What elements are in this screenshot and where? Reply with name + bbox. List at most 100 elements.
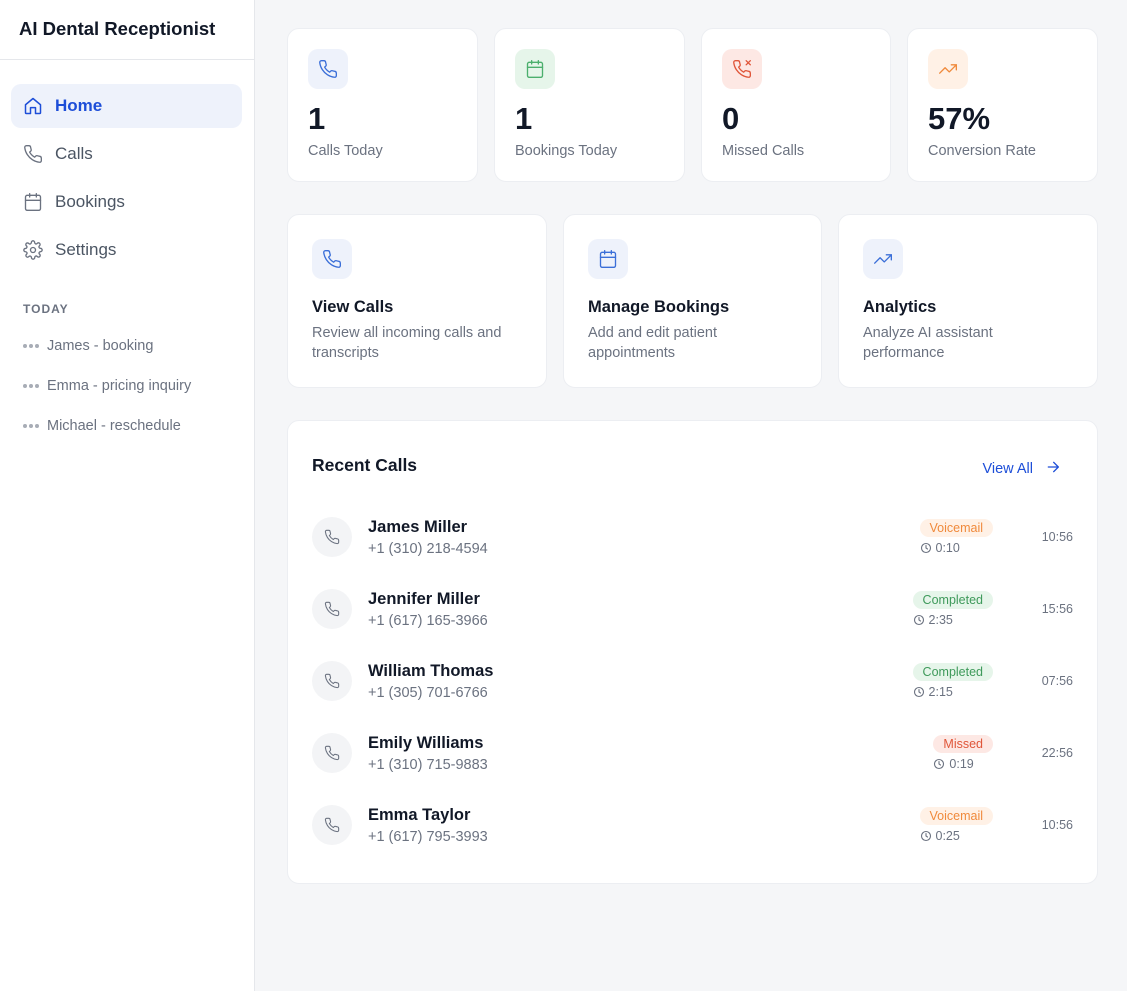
status-badge: Voicemail [919, 519, 993, 537]
recent-calls-panel: Recent Calls View All James Miller +1 (3… [287, 420, 1098, 884]
stat-label: Conversion Rate [928, 143, 1036, 159]
phone-icon [312, 239, 352, 279]
phone-icon [312, 733, 352, 773]
sidebar: AI Dental Receptionist Home Calls Bookin… [0, 0, 255, 991]
stat-value: 1 [308, 101, 326, 136]
call-time: 15:56 [1041, 602, 1073, 616]
sidebar-item-settings[interactable]: Settings [11, 228, 242, 272]
duration-value: 2:35 [928, 613, 953, 627]
clock-icon [934, 758, 945, 770]
stat-card-conversion-rate: 57% Conversion Rate [907, 28, 1098, 182]
stat-card-calls-today: 1 Calls Today [287, 28, 478, 182]
caller-phone: +1 (305) 701-6766 [368, 685, 488, 701]
calendar-icon [23, 192, 43, 212]
calendar-icon [515, 49, 555, 89]
phone-icon [312, 805, 352, 845]
action-description: Review all incoming calls and transcript… [312, 325, 502, 361]
call-time: 22:56 [1041, 746, 1073, 760]
section-title-today: TODAY [23, 302, 69, 316]
caller-name: Emily Williams [368, 734, 484, 752]
duration-value: 0:10 [935, 541, 960, 555]
conversation-list: James - booking Emma - pricing inquiry M… [0, 326, 254, 446]
recent-calls-title: Recent Calls [312, 455, 418, 475]
call-duration: 0:19 [933, 757, 974, 771]
more-dots-icon [23, 344, 39, 348]
view-all-label: View All [982, 461, 1033, 477]
call-row[interactable]: James Miller +1 (310) 218-4594 Voicemail… [312, 517, 1073, 577]
action-title: Analytics [863, 298, 937, 316]
caller-name: Emma Taylor [368, 806, 471, 824]
arrow-right-icon [1045, 459, 1061, 479]
duration-value: 0:25 [935, 829, 960, 843]
status-badge: Missed [933, 735, 993, 753]
clock-icon [913, 614, 924, 626]
call-row[interactable]: Emma Taylor +1 (617) 795-3993 Voicemail … [312, 805, 1073, 865]
stat-card-missed-calls: 0 Missed Calls [701, 28, 891, 182]
gear-icon [23, 240, 43, 260]
phone-icon [312, 661, 352, 701]
caller-name: James Miller [368, 518, 468, 536]
view-all-link[interactable]: View All [982, 459, 1061, 479]
action-title: Manage Bookings [588, 298, 730, 316]
conversation-label: Michael - reschedule [47, 418, 181, 434]
more-dots-icon [23, 424, 39, 428]
clock-icon [920, 542, 931, 554]
conversation-item[interactable]: James - booking [0, 326, 254, 366]
call-time: 10:56 [1041, 530, 1073, 544]
status-badge: Completed [912, 591, 993, 609]
home-icon [23, 96, 43, 116]
sidebar-item-label: Bookings [55, 192, 125, 211]
phone-icon [312, 517, 352, 557]
caller-phone: +1 (310) 715-9883 [368, 757, 488, 773]
caller-phone: +1 (617) 165-3966 [368, 613, 488, 629]
sidebar-item-label: Calls [55, 144, 93, 163]
status-badge: Voicemail [919, 807, 993, 825]
app-title: AI Dental Receptionist [0, 0, 254, 60]
call-row[interactable]: Jennifer Miller +1 (617) 165-3966 Comple… [312, 589, 1073, 649]
call-row[interactable]: William Thomas +1 (305) 701-6766 Complet… [312, 661, 1073, 721]
conversation-label: James - booking [47, 338, 154, 354]
stat-value: 57% [928, 101, 991, 136]
trending-up-icon [863, 239, 903, 279]
action-card-manage-bookings[interactable]: Manage Bookings Add and edit patient app… [563, 214, 822, 388]
phone-icon [312, 589, 352, 629]
trending-up-icon [928, 49, 968, 89]
stat-card-bookings-today: 1 Bookings Today [494, 28, 685, 182]
call-time: 07:56 [1041, 674, 1073, 688]
stat-value: 0 [722, 101, 740, 136]
duration-value: 0:19 [949, 757, 974, 771]
main-content: 1 Calls Today 1 Bookings Today 0 Missed … [255, 0, 1127, 991]
stat-label: Missed Calls [722, 143, 805, 159]
clock-icon [913, 686, 924, 698]
action-description: Analyze AI assistant performance [863, 325, 993, 361]
clock-icon [920, 830, 931, 842]
action-card-analytics[interactable]: Analytics Analyze AI assistant performan… [838, 214, 1098, 388]
call-duration: 2:35 [913, 613, 953, 627]
duration-value: 2:15 [928, 685, 953, 699]
phone-missed-icon [722, 49, 762, 89]
stat-value: 1 [515, 101, 533, 136]
action-card-view-calls[interactable]: View Calls Review all incoming calls and… [287, 214, 547, 388]
phone-icon [308, 49, 348, 89]
caller-phone: +1 (617) 795-3993 [368, 829, 488, 845]
sidebar-item-calls[interactable]: Calls [11, 132, 242, 176]
sidebar-item-label: Home [55, 96, 103, 115]
sidebar-item-label: Settings [55, 240, 117, 259]
calendar-icon [588, 239, 628, 279]
status-badge: Completed [912, 663, 993, 681]
caller-name: Jennifer Miller [368, 590, 480, 608]
sidebar-item-bookings[interactable]: Bookings [11, 180, 242, 224]
conversation-item[interactable]: Michael - reschedule [0, 406, 254, 446]
action-description: Add and edit patient appointments [588, 325, 717, 361]
conversation-item[interactable]: Emma - pricing inquiry [0, 366, 254, 406]
action-title: View Calls [312, 298, 394, 316]
conversation-label: Emma - pricing inquiry [47, 378, 192, 394]
call-row[interactable]: Emily Williams +1 (310) 715-9883 Missed … [312, 733, 1073, 793]
more-dots-icon [23, 384, 39, 388]
call-duration: 0:10 [920, 541, 960, 555]
caller-phone: +1 (310) 218-4594 [368, 541, 488, 557]
sidebar-nav: Home Calls Bookings Settings [0, 60, 254, 272]
sidebar-item-home[interactable]: Home [11, 84, 242, 128]
stat-label: Calls Today [308, 143, 383, 159]
call-duration: 2:15 [913, 685, 953, 699]
